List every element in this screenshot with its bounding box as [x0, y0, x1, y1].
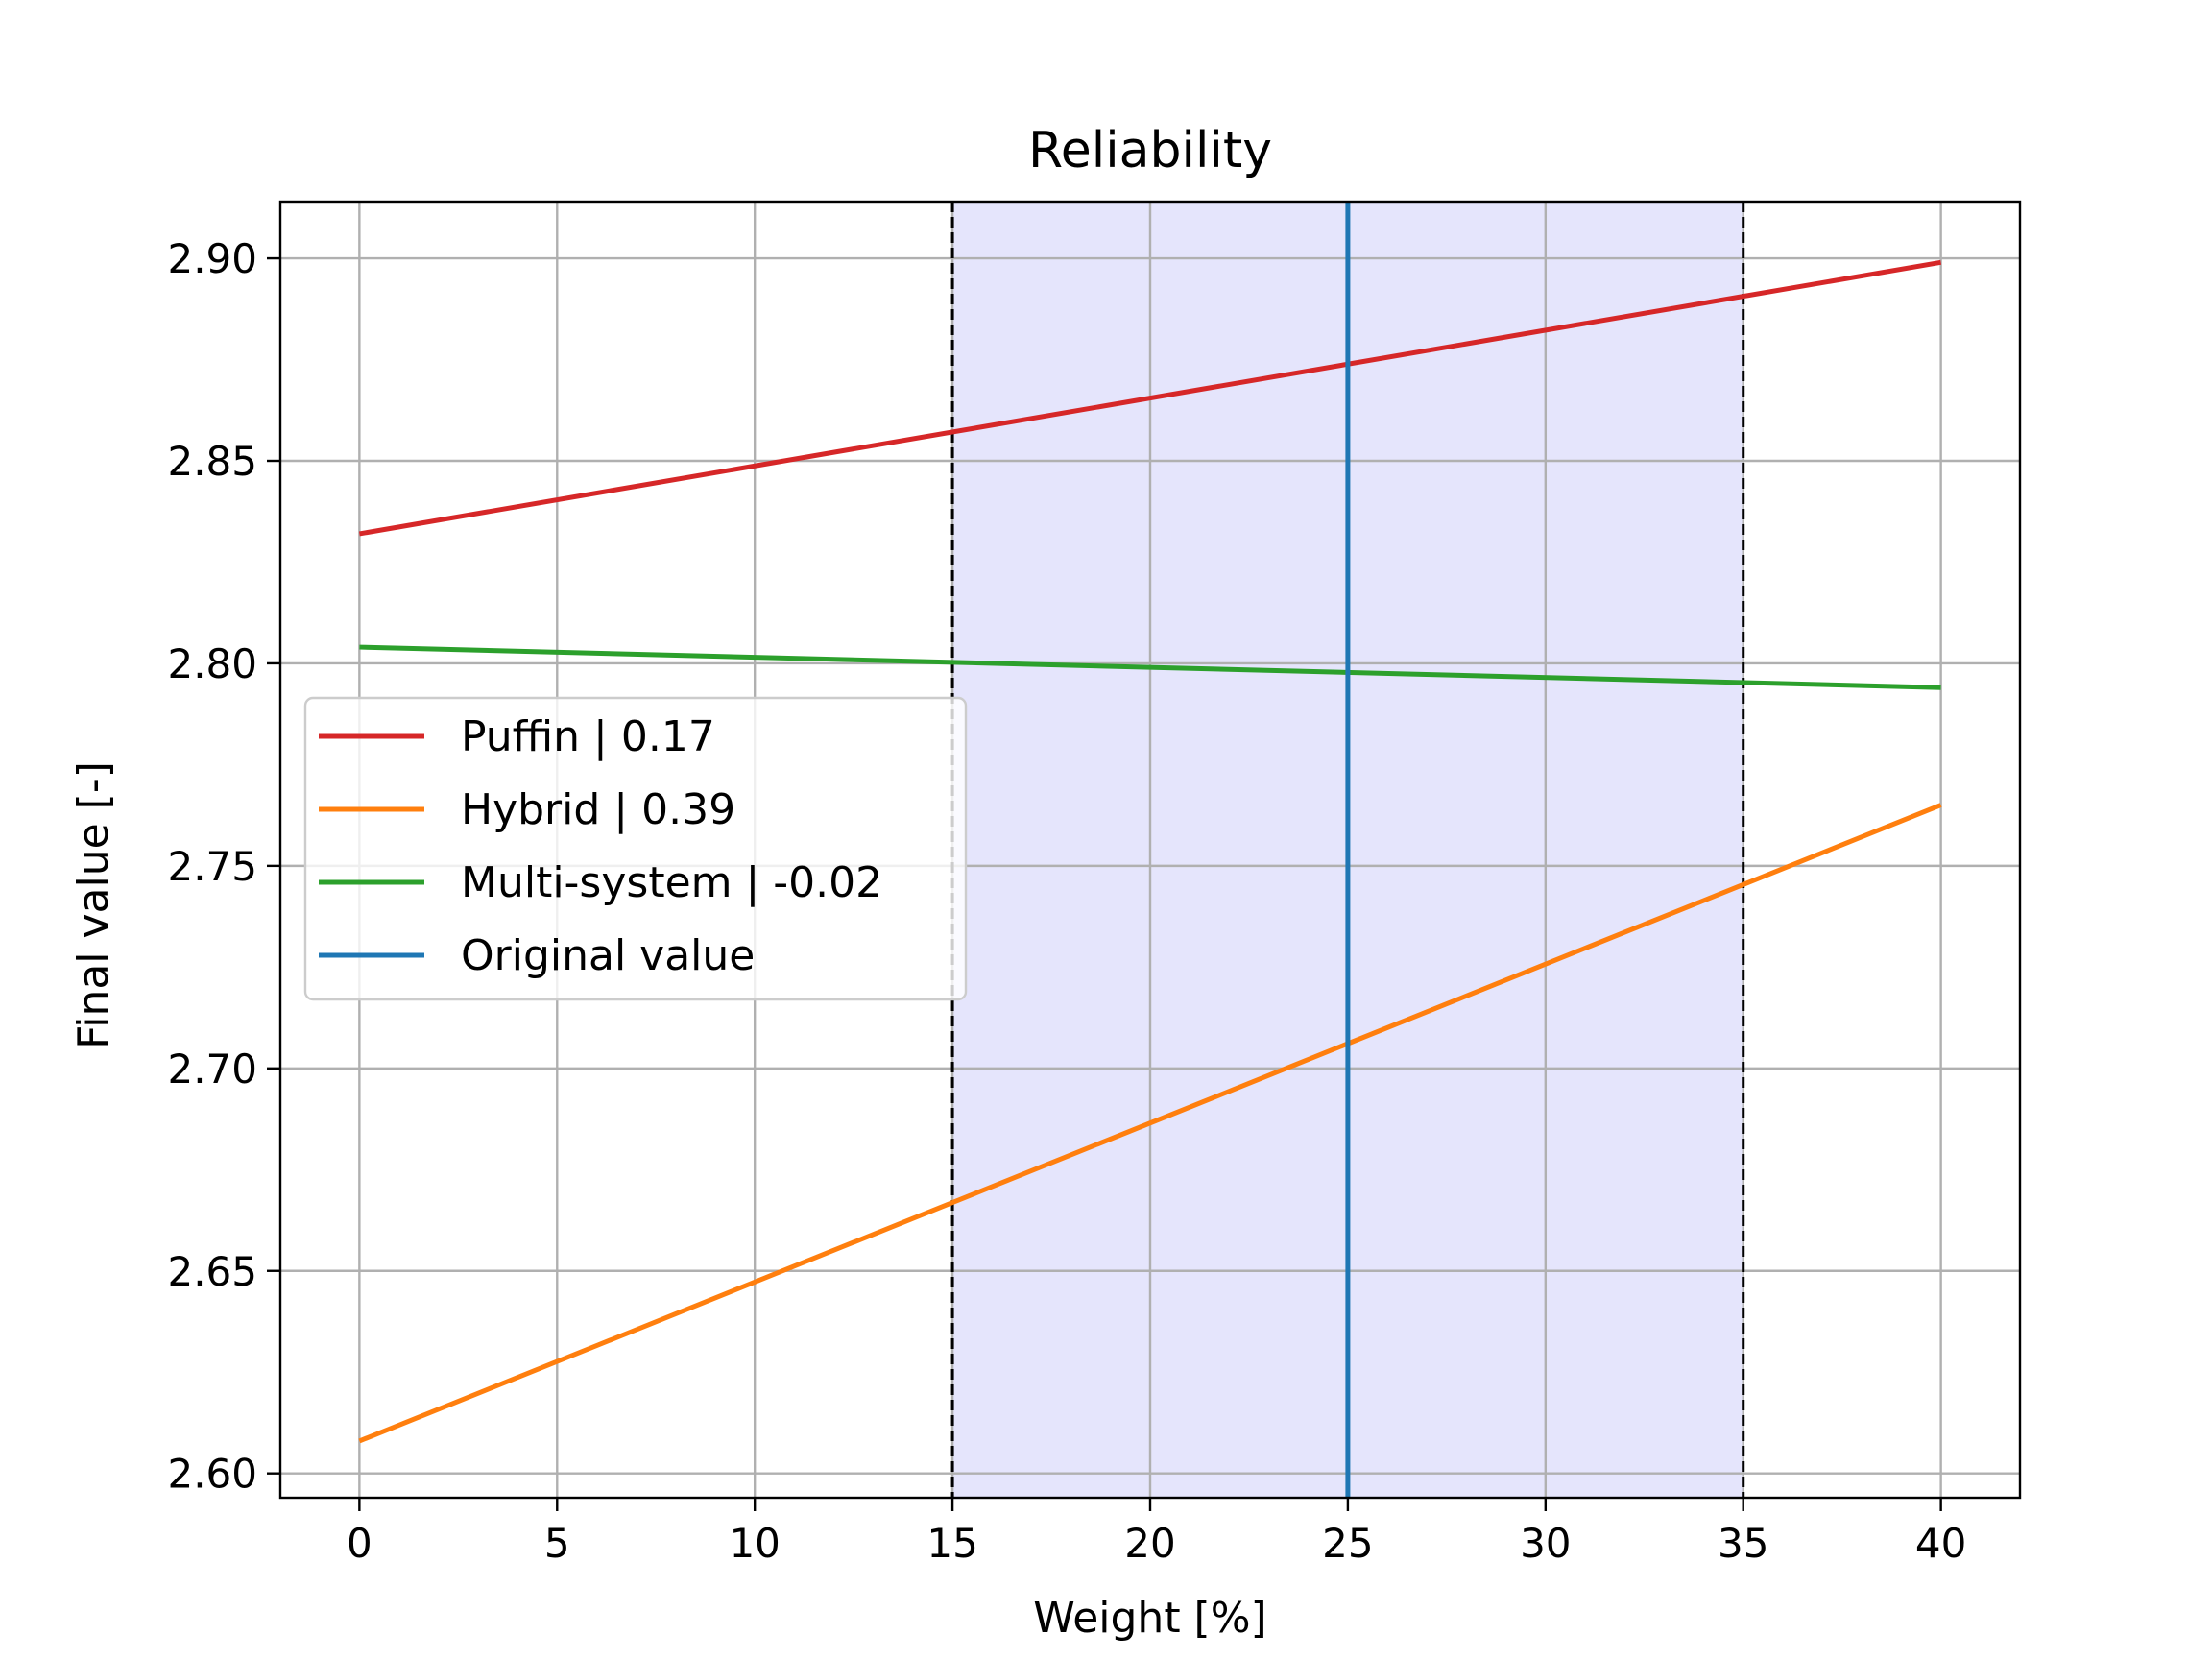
x-tick-label: 0: [347, 1520, 373, 1567]
x-tick-label: 5: [544, 1520, 570, 1567]
x-tick-label: 20: [1124, 1520, 1175, 1567]
chart-title: Reliability: [1028, 122, 1272, 180]
y-tick-label: 2.90: [167, 235, 257, 282]
legend-entry-label: Original value: [461, 931, 755, 980]
y-tick-label: 2.60: [167, 1451, 257, 1498]
legend-box: [303, 696, 968, 1001]
x-tick-label: 35: [1718, 1520, 1768, 1567]
x-axis-label: Weight [%]: [1033, 1594, 1266, 1643]
y-tick-label: 2.70: [167, 1046, 257, 1093]
y-tick-label: 2.75: [167, 843, 257, 890]
x-tick-label: 10: [729, 1520, 780, 1567]
x-tick-label: 30: [1520, 1520, 1571, 1567]
legend-entry-label: Hybrid | 0.39: [461, 785, 735, 834]
series-line-2: [359, 644, 1941, 690]
legend-entry-label: Multi-system | -0.02: [461, 858, 882, 907]
x-tick-label: 15: [926, 1520, 977, 1567]
y-tick-label: 2.85: [167, 438, 257, 485]
x-tick-label: 25: [1322, 1520, 1373, 1567]
series-line-1: [358, 803, 1942, 1444]
legend-entry-label: Puffin | 0.17: [461, 712, 715, 761]
y-tick-label: 2.65: [167, 1248, 257, 1295]
series-line-0: [358, 259, 1942, 537]
y-axis-label: Final value [-]: [69, 761, 118, 1049]
y-tick-label: 2.80: [167, 640, 257, 687]
legend: Puffin | 0.17 Hybrid | 0.39 Multi-system |…: [303, 696, 968, 1001]
x-tick-label: 40: [1915, 1520, 1966, 1567]
plot-area: 0 5 10 15 20 25 30 35 40 2.60 2.65 2.70 2.75 2.80 2.85…: [167, 200, 2022, 1567]
